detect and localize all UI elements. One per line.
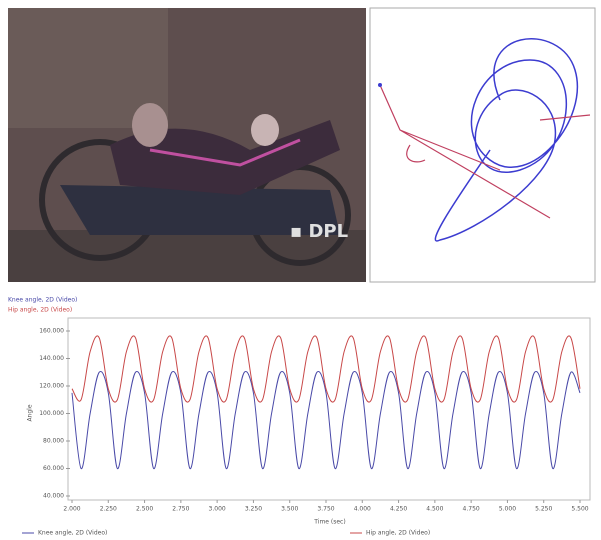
legend-entry: Knee angle, 2D (Video)	[38, 530, 107, 537]
x-tick-label: 3.750	[317, 506, 334, 513]
y-tick-label: 40.000	[43, 493, 64, 500]
y-tick-label: 80.000	[43, 438, 64, 445]
x-tick-label: 3.250	[245, 506, 262, 513]
y-tick-label: 140.000	[39, 355, 64, 362]
x-tick-label: 4.750	[463, 506, 480, 513]
x-tick-label: 3.000	[209, 506, 226, 513]
x-tick-label: 3.500	[281, 506, 298, 513]
x-tick-label: 4.250	[390, 506, 407, 513]
series-line	[71, 335, 581, 403]
svg-text:▪ DPL: ▪ DPL	[290, 221, 348, 242]
y-tick-label: 160.000	[39, 328, 64, 335]
legend-entry: Hip angle, 2D (Video)	[366, 530, 430, 537]
x-tick-label: 2.750	[172, 506, 189, 513]
x-tick-label: 5.500	[571, 506, 588, 513]
x-tick-label: 5.000	[499, 506, 516, 513]
x-tick-label: 4.500	[426, 506, 443, 513]
x-tick-label: 4.000	[354, 506, 371, 513]
y-tick-label: 60.000	[43, 465, 64, 472]
x-tick-label: 2.000	[63, 506, 80, 513]
y-tick-label: 120.000	[39, 383, 64, 390]
trajectory-plot	[369, 7, 596, 283]
video-frame: ▪ DPL	[8, 8, 366, 282]
legend-entry: Knee angle, 2D (Video)	[8, 297, 77, 304]
plot-frame	[67, 317, 591, 501]
y-axis-label: Angle	[27, 404, 34, 421]
x-tick-label: 5.250	[535, 506, 552, 513]
legend-entry: Hip angle, 2D (Video)	[8, 307, 72, 314]
series-line	[71, 370, 581, 470]
x-axis-label: Time (sec)	[313, 519, 345, 526]
x-tick-label: 2.250	[100, 506, 117, 513]
y-tick-label: 100.000	[39, 410, 64, 417]
x-tick-label: 2.500	[136, 506, 153, 513]
chart-panel	[0, 286, 601, 540]
